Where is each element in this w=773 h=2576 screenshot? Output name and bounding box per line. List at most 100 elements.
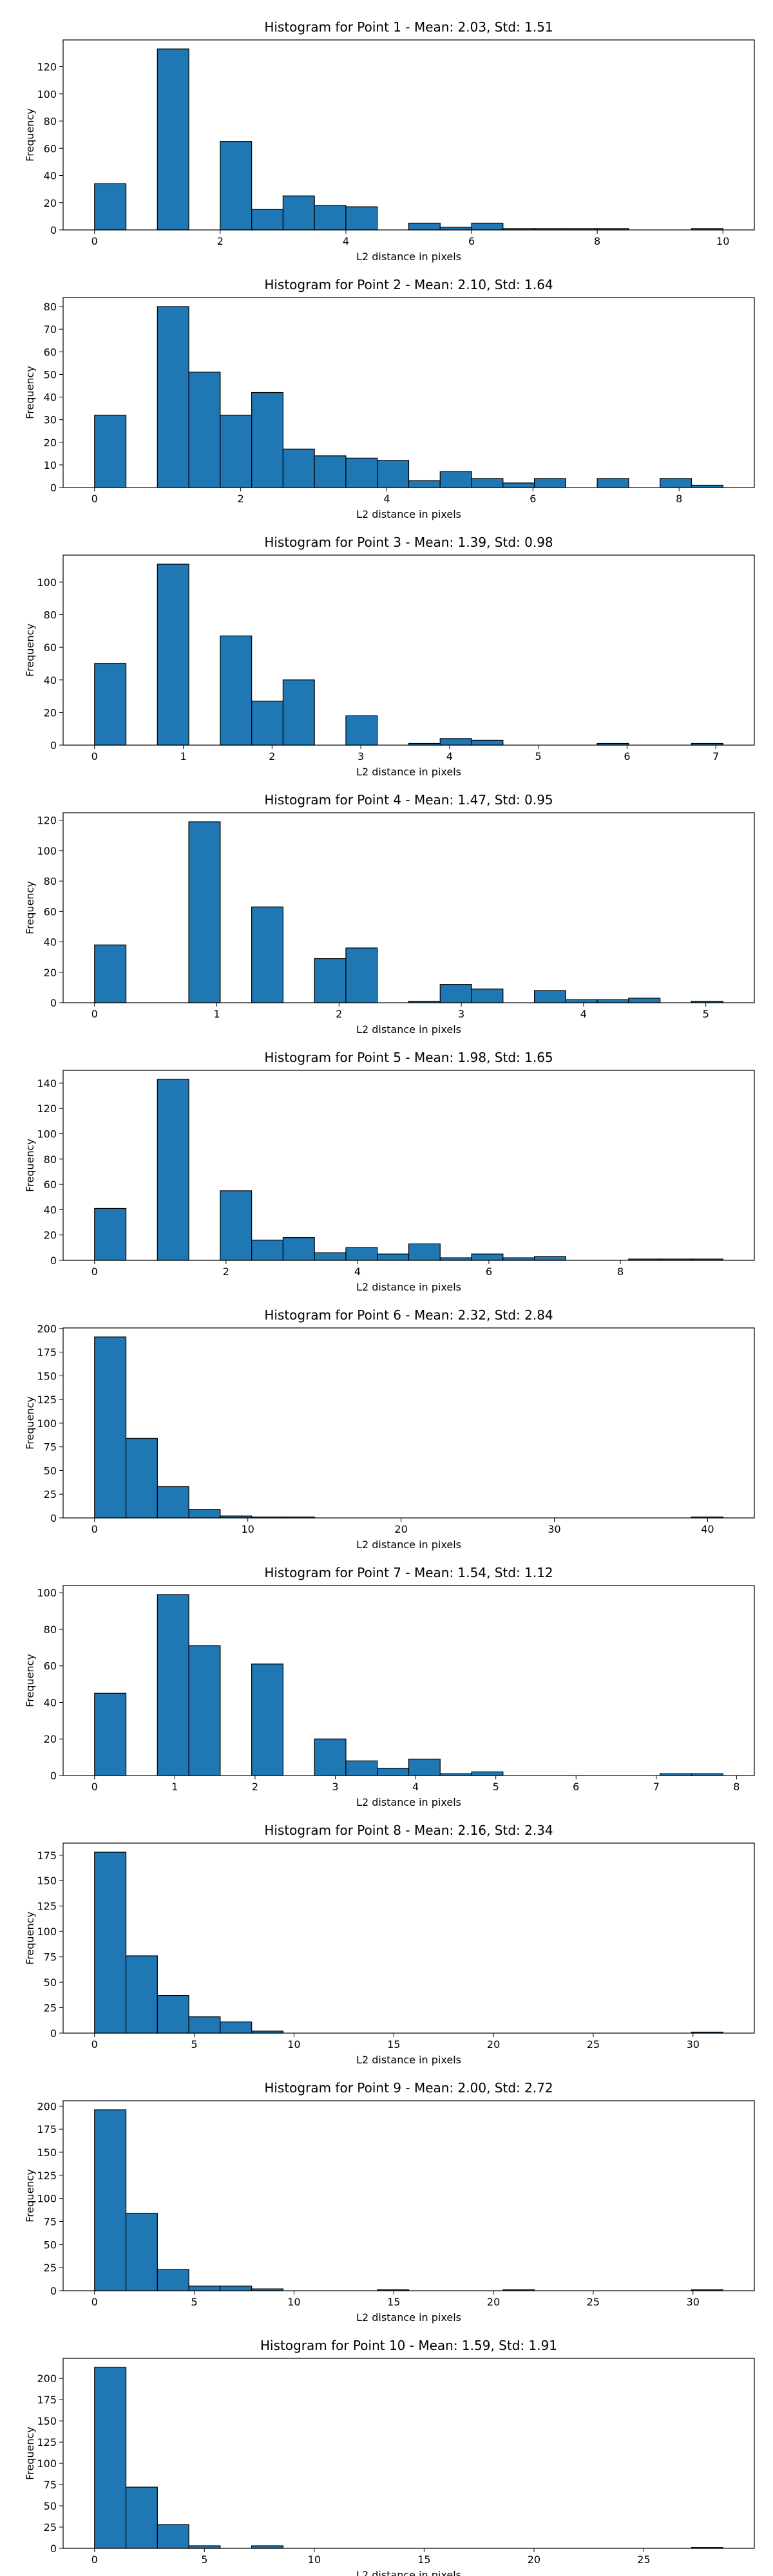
x-tick-label: 15: [387, 2038, 400, 2050]
bar: [157, 306, 189, 488]
bar: [188, 2016, 221, 2034]
bar: [314, 455, 347, 488]
histogram-panel: Histogram for Point 10 - Mean: 1.59, Std…: [24, 2338, 755, 2576]
histogram-panel: Histogram for Point 9 - Mean: 2.00, Std:…: [24, 2080, 755, 2324]
x-tick-label: 10: [308, 2553, 321, 2566]
axes-frame: [62, 2358, 755, 2549]
bar: [533, 990, 566, 1003]
y-tick-label: 50: [44, 1976, 57, 1989]
bar: [251, 906, 284, 1003]
bar: [377, 1768, 410, 1776]
x-tick-label: 5: [191, 2038, 198, 2050]
y-tick-label: 175: [37, 1347, 57, 1359]
bar: [157, 1994, 189, 2034]
y-tick-label: 150: [37, 1875, 57, 1887]
y-tick-label: 80: [44, 609, 57, 621]
y-tick-label: 150: [37, 2146, 57, 2159]
y-tick-label: 80: [44, 301, 57, 313]
y-tick-label: 125: [37, 2170, 57, 2182]
bar: [282, 679, 315, 746]
bar: [471, 989, 504, 1003]
axes-frame: [62, 554, 755, 746]
y-tick-label: 150: [37, 2415, 57, 2427]
x-tick-label: 15: [417, 2553, 430, 2566]
x-tick-label: 8: [733, 1781, 740, 1793]
y-tick-label: 75: [44, 1951, 57, 1964]
bar: [94, 944, 127, 1003]
y-tick-label: 80: [44, 875, 57, 887]
bar: [408, 1243, 441, 1261]
y-tick-label: 175: [37, 2123, 57, 2136]
bar: [596, 999, 629, 1003]
bar: [125, 2486, 158, 2549]
x-axis-label: L2 distance in pixels: [356, 1796, 461, 1808]
y-tick-label: 100: [37, 845, 57, 857]
histogram-panel: Histogram for Point 3 - Mean: 1.39, Std:…: [24, 535, 755, 778]
bar: [345, 715, 378, 746]
bar: [471, 1771, 504, 1776]
x-tick-label: 3: [332, 1781, 338, 1793]
y-tick-label: 20: [44, 437, 57, 449]
x-tick-label: 10: [287, 2038, 300, 2050]
y-axis-label: Frequency: [24, 1654, 36, 1707]
bar: [408, 222, 441, 231]
x-tick-label: 8: [676, 493, 682, 505]
bar: [345, 1760, 378, 1776]
y-tick-label: 40: [44, 674, 57, 687]
y-axis-label: Frequency: [24, 366, 36, 419]
chart-title: Histogram for Point 3 - Mean: 1.39, Std:…: [264, 535, 553, 550]
x-tick-label: 2: [238, 493, 244, 505]
chart-title: Histogram for Point 2 - Mean: 2.10, Std:…: [264, 277, 553, 292]
y-tick-label: 20: [44, 1229, 57, 1242]
bar: [345, 457, 378, 488]
x-tick-label: 6: [573, 1781, 579, 1793]
bar: [471, 739, 504, 746]
y-axis-label: Frequency: [24, 2169, 36, 2222]
bar: [439, 738, 472, 746]
y-tick-label: 0: [50, 2027, 57, 2040]
y-tick-label: 200: [37, 2100, 57, 2112]
y-tick-label: 20: [44, 1733, 57, 1745]
y-tick-label: 25: [44, 2262, 57, 2274]
y-tick-label: 40: [44, 170, 57, 182]
bar: [94, 2109, 127, 2291]
chart-title: Histogram for Point 7 - Mean: 1.54, Std:…: [264, 1565, 553, 1580]
x-tick-label: 10: [242, 1523, 254, 1535]
x-tick-label: 20: [528, 2553, 540, 2566]
histogram-panel: Histogram for Point 7 - Mean: 1.54, Std:…: [24, 1565, 755, 1808]
chart-title: Histogram for Point 4 - Mean: 1.47, Std:…: [264, 792, 553, 808]
x-tick-label: 7: [712, 750, 719, 762]
chart-title: Histogram for Point 1 - Mean: 2.03, Std:…: [264, 19, 553, 35]
x-tick-label: 10: [287, 2296, 300, 2308]
bar: [471, 1253, 504, 1261]
y-tick-label: 25: [44, 2521, 57, 2533]
bar: [471, 222, 504, 231]
x-tick-label: 30: [687, 2038, 700, 2050]
x-tick-label: 4: [354, 1265, 361, 1278]
y-tick-label: 30: [44, 414, 57, 426]
x-tick-label: 6: [486, 1265, 492, 1278]
y-tick-label: 125: [37, 2436, 57, 2448]
y-tick-label: 0: [50, 482, 57, 494]
x-tick-label: 2: [252, 1781, 258, 1793]
bar: [125, 1955, 158, 2034]
bar: [220, 2022, 253, 2034]
bar: [251, 1239, 284, 1261]
x-tick-label: 4: [412, 1781, 419, 1793]
x-tick-label: 0: [91, 235, 98, 247]
axes-frame: [62, 2100, 755, 2291]
x-tick-label: 0: [91, 2553, 98, 2566]
bar: [220, 415, 253, 488]
x-tick-label: 4: [343, 235, 349, 247]
bar: [94, 1208, 127, 1261]
bar: [125, 2212, 158, 2291]
y-tick-label: 75: [44, 1441, 57, 1454]
bar: [157, 1486, 189, 1519]
histogram-panel: Histogram for Point 5 - Mean: 1.98, Std:…: [24, 1050, 755, 1293]
bar: [251, 701, 284, 746]
bar: [533, 1256, 566, 1261]
bar: [314, 1252, 347, 1261]
y-axis-label: Frequency: [24, 2427, 36, 2480]
y-tick-label: 120: [37, 815, 57, 827]
